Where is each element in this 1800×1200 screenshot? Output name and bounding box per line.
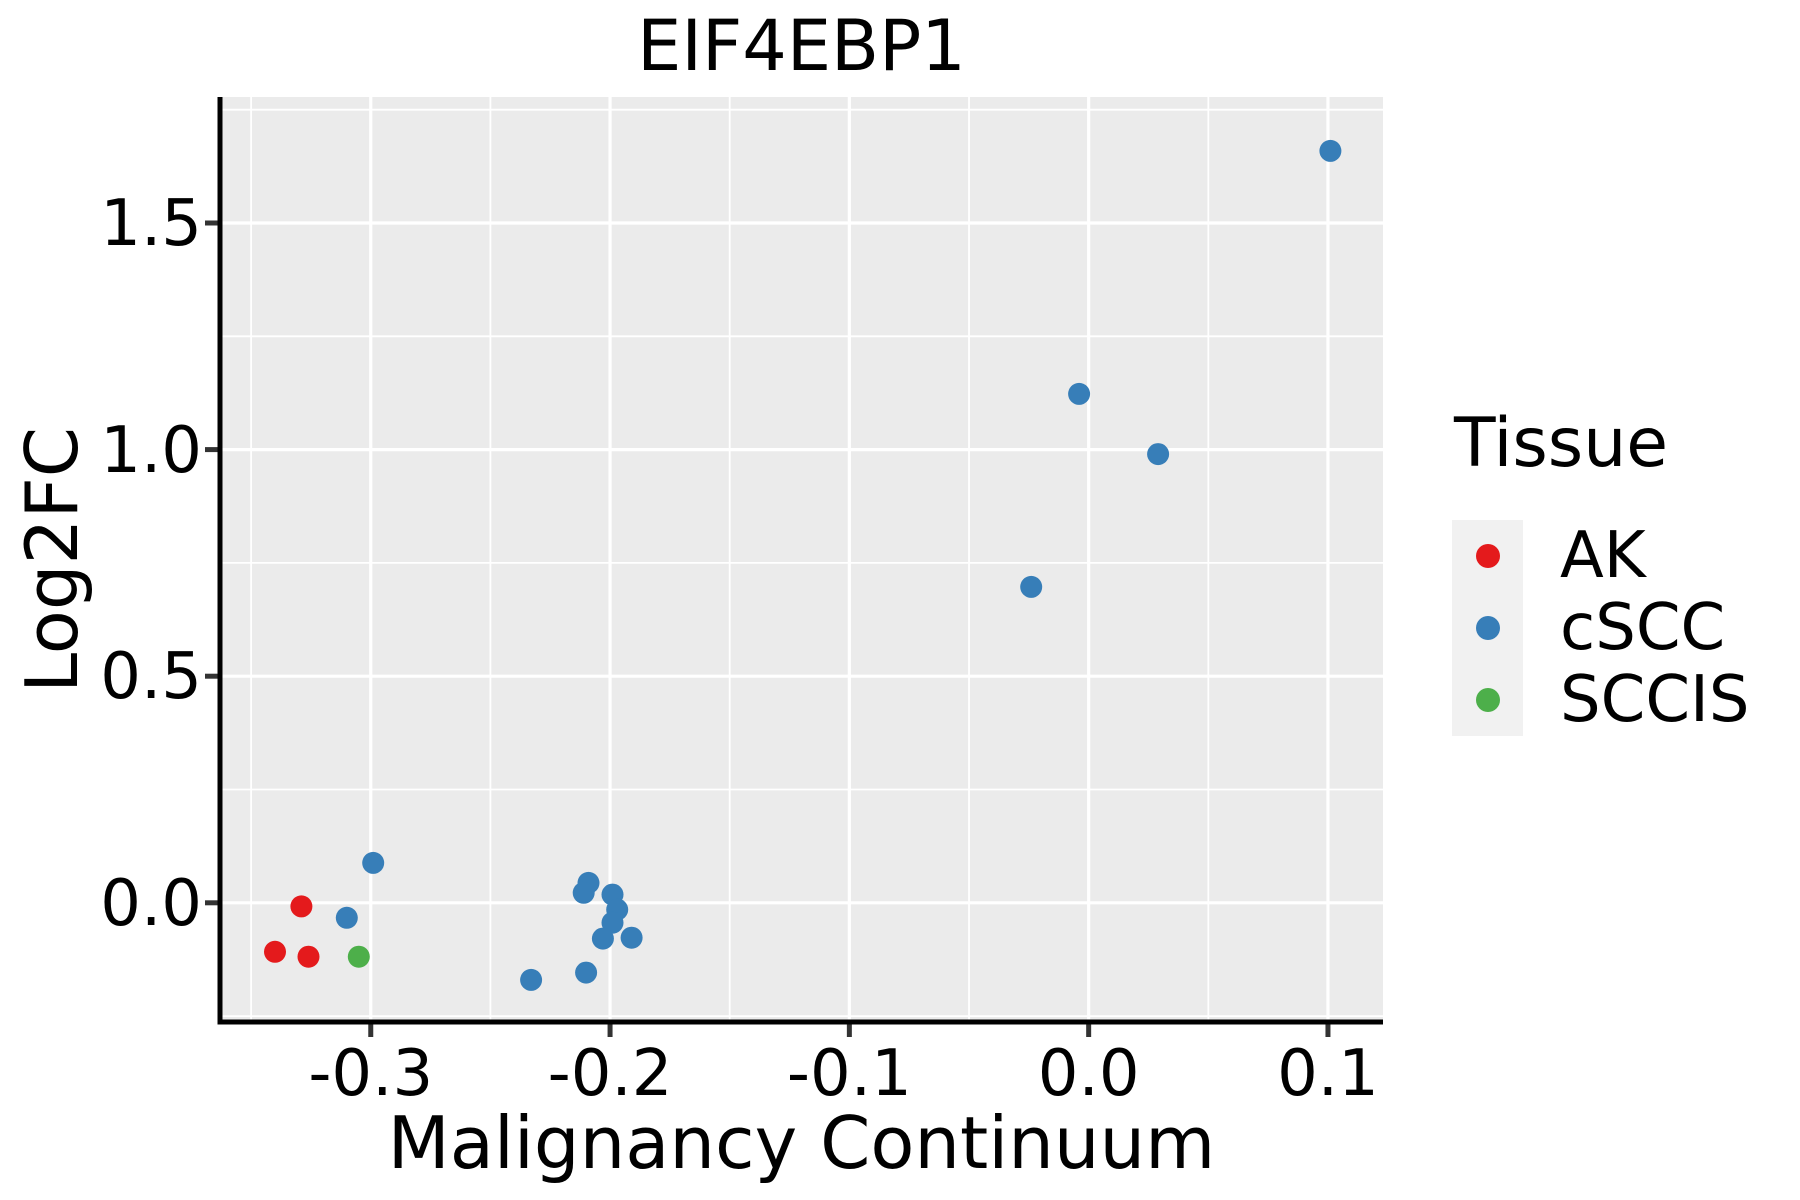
data-point-cSCC — [1020, 575, 1043, 598]
legend-row-AK: AK — [1452, 520, 1750, 592]
legend: Tissue AK cSCC SCCIS — [1452, 410, 1750, 736]
legend-row-cSCC: cSCC — [1452, 592, 1750, 664]
data-point-cSCC — [591, 927, 614, 950]
legend-label: cSCC — [1560, 591, 1726, 665]
legend-row-SCCIS: SCCIS — [1452, 664, 1750, 736]
data-point-AK — [290, 895, 313, 918]
x-tick-label: 0.0 — [1037, 1037, 1140, 1111]
plot-title: EIF4EBP1 — [637, 5, 966, 87]
y-tick-label: 0.5 — [100, 640, 202, 715]
data-point-cSCC — [601, 911, 624, 934]
y-tick-label: 1.0 — [100, 413, 202, 488]
legend-label: AK — [1560, 519, 1646, 593]
x-tick-label: -0.3 — [308, 1037, 434, 1111]
y-tick-label: 0.0 — [100, 866, 202, 941]
legend-key — [1452, 520, 1523, 592]
data-point-cSCC — [1068, 382, 1091, 405]
data-point-cSCC — [620, 926, 643, 949]
data-point-cSCC — [335, 906, 358, 929]
legend-key — [1452, 592, 1523, 664]
legend-title: Tissue — [1454, 404, 1669, 483]
data-point-cSCC — [362, 851, 385, 874]
x-axis-title: Malignancy Continuum — [387, 1101, 1216, 1185]
legend-label: SCCIS — [1560, 663, 1750, 737]
x-tick-label: 0.1 — [1277, 1037, 1379, 1111]
data-point-SCCIS — [347, 945, 370, 968]
legend-rows: AK cSCC SCCIS — [1452, 520, 1750, 736]
plot-panel — [220, 97, 1383, 1022]
legend-dot-AK — [1475, 544, 1500, 568]
data-point-AK — [264, 940, 286, 963]
data-point-cSCC — [572, 881, 595, 904]
data-point-cSCC — [1319, 139, 1342, 162]
data-point-AK — [297, 945, 320, 968]
data-point-cSCC — [1147, 443, 1170, 466]
legend-dot-cSCC — [1475, 616, 1500, 640]
data-point-cSCC — [575, 961, 598, 984]
legend-dot-SCCIS — [1475, 688, 1500, 712]
data-point-cSCC — [520, 968, 543, 991]
y-tick-label: 1.5 — [100, 186, 202, 261]
x-tick-label: -0.1 — [786, 1037, 912, 1111]
legend-key — [1452, 664, 1523, 736]
x-tick-label: -0.2 — [547, 1037, 673, 1111]
